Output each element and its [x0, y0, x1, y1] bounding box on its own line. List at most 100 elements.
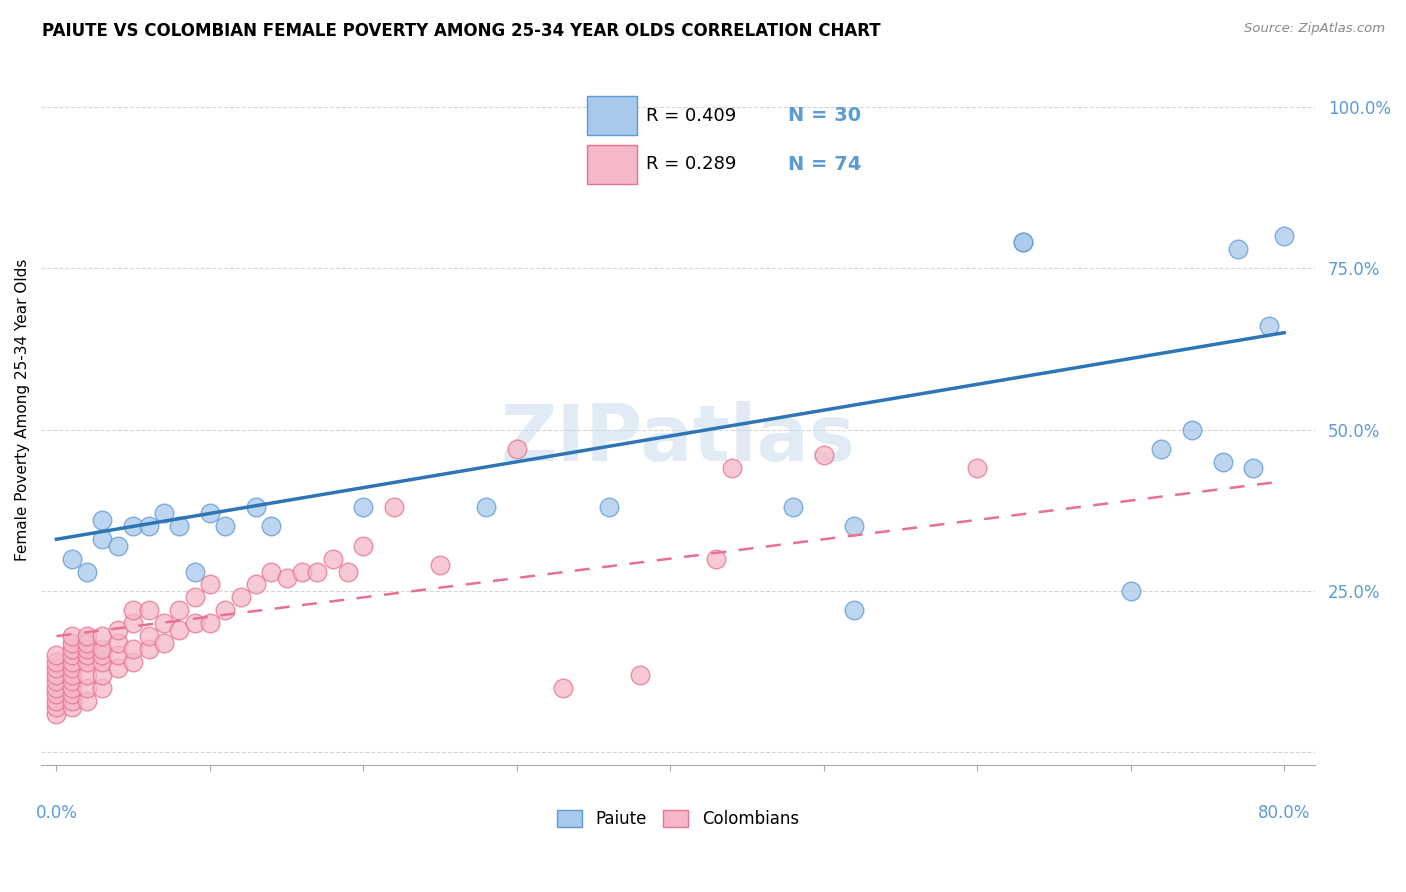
Point [382, 500, 405, 514]
Point [167, 603, 190, 617]
Point [91, 668, 114, 682]
Point [91, 629, 114, 643]
Point [229, 591, 252, 605]
Point [276, 571, 298, 585]
Point [307, 565, 329, 579]
Point [966, 461, 988, 475]
Point [76, 642, 98, 657]
Point [153, 507, 176, 521]
Point [720, 461, 742, 475]
Point [45, 668, 67, 682]
Point [91, 681, 114, 695]
Point [138, 629, 160, 643]
Point [245, 500, 267, 514]
Point [45, 655, 67, 669]
Point [1119, 583, 1142, 598]
Point [91, 513, 114, 527]
Point [60, 551, 83, 566]
Legend: Paiute, Colombians: Paiute, Colombians [550, 804, 806, 835]
Point [429, 558, 451, 572]
Point [107, 623, 129, 637]
Point [551, 681, 574, 695]
Point [91, 642, 114, 657]
Point [506, 442, 529, 456]
Point [1212, 455, 1234, 469]
Point [122, 655, 145, 669]
Point [76, 565, 98, 579]
Point [76, 681, 98, 695]
Point [91, 655, 114, 669]
Point [245, 577, 267, 591]
Text: PAIUTE VS COLOMBIAN FEMALE POVERTY AMONG 25-34 YEAR OLDS CORRELATION CHART: PAIUTE VS COLOMBIAN FEMALE POVERTY AMONG… [42, 22, 880, 40]
Point [782, 500, 804, 514]
Point [122, 603, 145, 617]
Point [352, 500, 374, 514]
Point [107, 539, 129, 553]
Point [1241, 461, 1264, 475]
Point [45, 681, 67, 695]
Point [45, 674, 67, 689]
Point [598, 500, 620, 514]
Point [337, 565, 360, 579]
Bar [588, 145, 637, 184]
Point [45, 700, 67, 714]
Point [198, 577, 221, 591]
Point [91, 533, 114, 547]
Point [1150, 442, 1173, 456]
Point [153, 616, 176, 631]
Bar [588, 96, 637, 136]
Point [91, 648, 114, 663]
Point [628, 668, 651, 682]
Point [76, 648, 98, 663]
Point [45, 661, 67, 675]
Text: 80.0%: 80.0% [1258, 805, 1310, 822]
Point [60, 674, 83, 689]
Point [475, 500, 498, 514]
Point [183, 565, 205, 579]
Point [1012, 235, 1035, 250]
Point [76, 629, 98, 643]
Text: N = 74: N = 74 [787, 154, 862, 174]
Point [76, 668, 98, 682]
Y-axis label: Female Poverty Among 25-34 Year Olds: Female Poverty Among 25-34 Year Olds [15, 259, 30, 561]
Point [260, 565, 283, 579]
Point [198, 507, 221, 521]
Text: ZIPatlas: ZIPatlas [501, 401, 855, 476]
Point [138, 642, 160, 657]
Point [322, 551, 344, 566]
Point [214, 519, 236, 533]
Text: R = 0.409: R = 0.409 [647, 107, 737, 125]
Point [60, 668, 83, 682]
Point [45, 648, 67, 663]
Point [291, 565, 314, 579]
Point [1227, 242, 1250, 256]
Point [45, 706, 67, 721]
Point [76, 635, 98, 649]
Point [214, 603, 236, 617]
Point [60, 661, 83, 675]
Point [260, 519, 283, 533]
Text: Source: ZipAtlas.com: Source: ZipAtlas.com [1244, 22, 1385, 36]
Point [60, 681, 83, 695]
Point [60, 629, 83, 643]
Point [1257, 319, 1279, 334]
Point [60, 687, 83, 701]
Point [183, 616, 205, 631]
Point [60, 693, 83, 707]
Point [1012, 235, 1035, 250]
Point [1181, 423, 1204, 437]
Point [167, 519, 190, 533]
Point [76, 693, 98, 707]
Point [45, 687, 67, 701]
Point [60, 648, 83, 663]
Point [76, 655, 98, 669]
Text: R = 0.289: R = 0.289 [647, 155, 737, 173]
Point [60, 700, 83, 714]
Point [704, 551, 727, 566]
Point [198, 616, 221, 631]
Point [153, 635, 176, 649]
Point [167, 623, 190, 637]
Point [844, 603, 866, 617]
Point [45, 693, 67, 707]
Point [183, 591, 205, 605]
